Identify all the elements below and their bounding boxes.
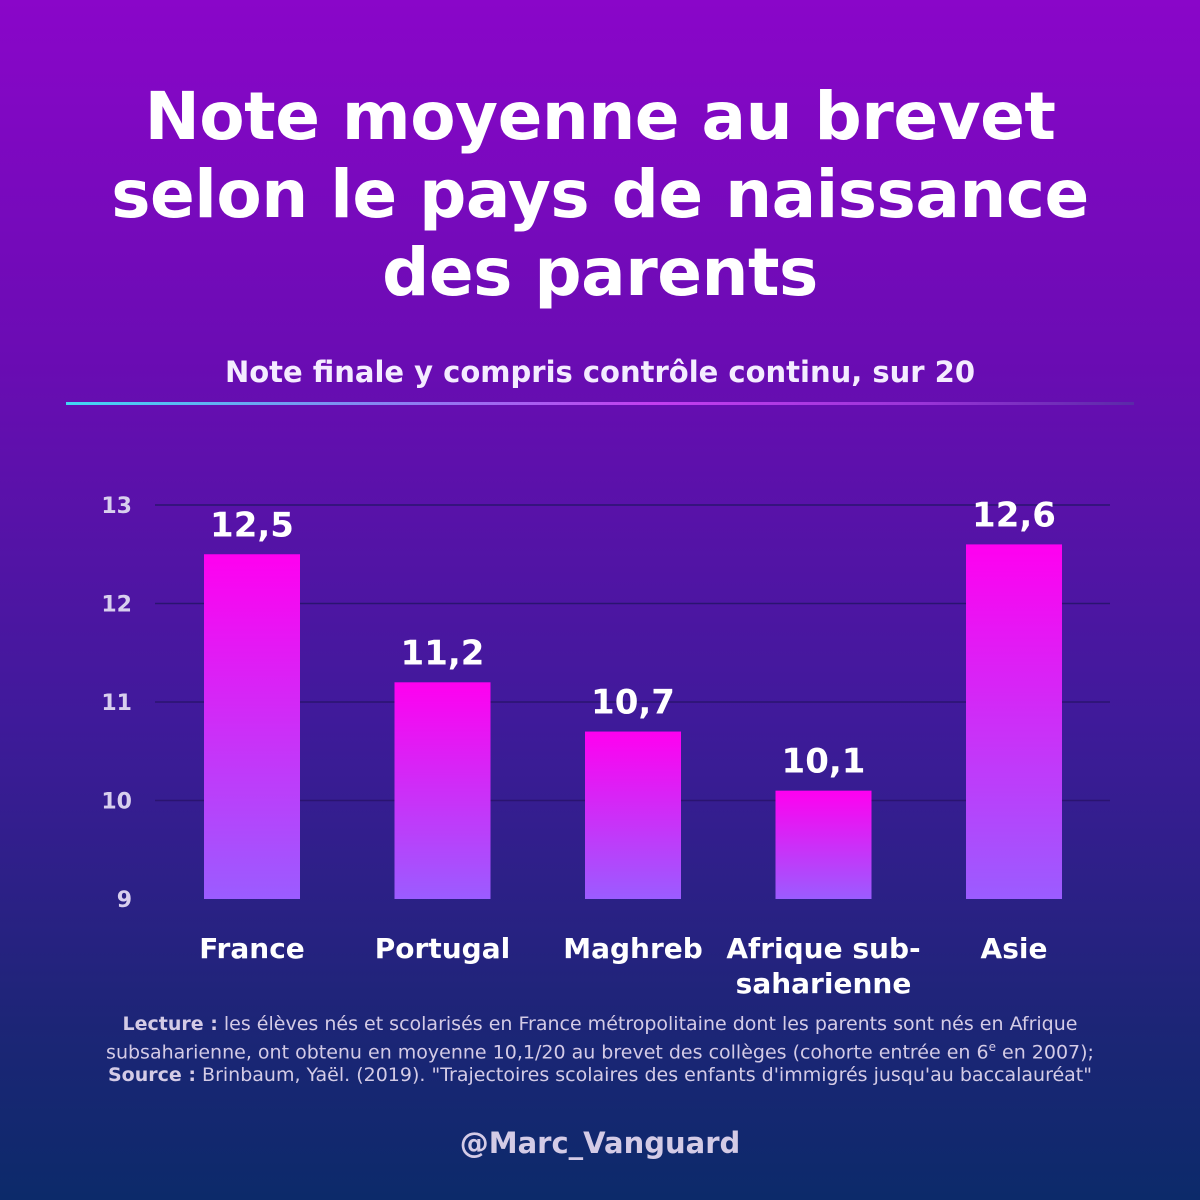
bar	[585, 731, 681, 899]
value-label: 12,5	[210, 505, 294, 545]
value-label: 10,7	[591, 683, 675, 723]
category-label: France	[199, 932, 305, 965]
source-label: Source :	[108, 1064, 196, 1087]
chart-title: Note moyenne au brevet selon le pays de …	[0, 78, 1200, 312]
bar	[204, 554, 300, 899]
chart-subtitle: Note finale y compris contrôle continu, …	[224, 355, 976, 389]
bars	[204, 544, 1062, 899]
y-tick-label: 10	[101, 790, 132, 815]
bar-chart: 9 10 11 12 13 12,5 11,2 10,7 10,1 12,6 France Por…	[101, 494, 1110, 1000]
category-label: Afrique sub-	[726, 932, 920, 965]
bar	[775, 790, 872, 899]
footnote: Lecture : les élèves nés et scolarisés e…	[60, 1013, 1140, 1087]
y-tick-label: 9	[117, 888, 132, 913]
lecture-sup: e	[988, 1040, 996, 1054]
category-label: Maghreb	[563, 932, 703, 965]
lecture-text-1: les élèves nés et scolarisés en France m…	[106, 1013, 1078, 1064]
bar	[966, 544, 1062, 899]
title-line-1: Note moyenne au brevet	[144, 78, 1056, 155]
y-tick-label: 11	[101, 691, 132, 716]
category-labels: France Portugal Maghreb Afrique sub-saharie…	[199, 932, 1047, 1000]
value-labels: 12,5 11,2 10,7 10,1 12,6	[210, 495, 1056, 781]
y-tick-label: 12	[101, 593, 132, 618]
y-tick-label: 13	[101, 494, 132, 519]
lecture-text-2: en 2007);	[995, 1041, 1094, 1064]
title-line-3: des parents	[382, 234, 818, 311]
lecture-label: Lecture :	[122, 1013, 218, 1035]
source-text: Brinbaum, Yaël. (2019). "Trajectoires sc…	[196, 1064, 1092, 1087]
y-axis-ticks: 9 10 11 12 13	[101, 494, 132, 913]
category-label: Portugal	[375, 932, 510, 965]
value-label: 11,2	[401, 633, 485, 673]
value-label: 10,1	[782, 742, 866, 782]
category-label: Asie	[981, 932, 1048, 965]
title-divider	[66, 402, 1134, 405]
author-handle: @Marc_Vanguard	[459, 1126, 741, 1160]
category-label: saharienne	[736, 967, 912, 1000]
title-line-2: selon le pays de naissance	[111, 156, 1089, 233]
bar	[394, 682, 491, 899]
value-label: 12,6	[972, 495, 1056, 535]
